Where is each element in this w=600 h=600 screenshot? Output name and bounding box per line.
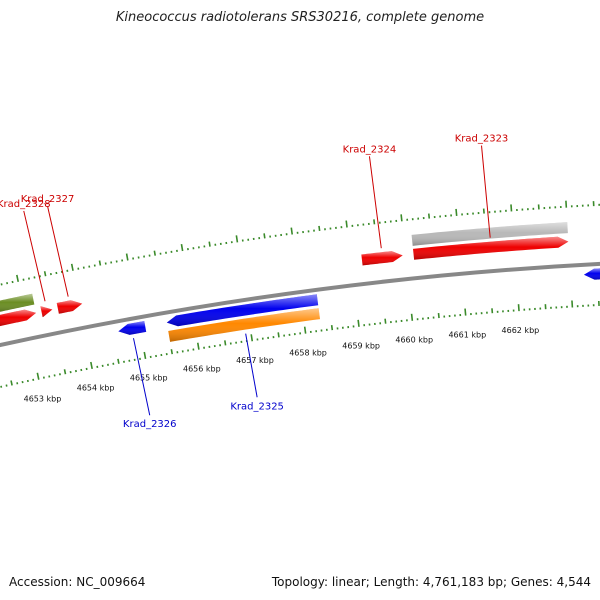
gene-feature[interactable]: [166, 294, 319, 327]
gene-krad-2324[interactable]: [361, 251, 403, 266]
scale-tick-label: 4659 kbp: [342, 342, 380, 351]
scale-tick-label: 4658 kbp: [289, 348, 327, 357]
forward-tick: [400, 214, 403, 222]
scale-tick-label: 4654 kbp: [77, 384, 115, 393]
gene-label: Krad_2327: [21, 194, 75, 205]
forward-tick: [290, 227, 294, 235]
forward-tick: [153, 250, 157, 256]
genome-backbone: [0, 261, 600, 348]
reverse-tick: [117, 358, 120, 364]
reverse-tick: [330, 325, 334, 331]
map-title: Kineococcus radiotolerans SRS30216, comp…: [115, 10, 485, 25]
scale-tick-label: 4661 kbp: [448, 330, 486, 339]
scale-tick-label: 4656 kbp: [183, 364, 221, 373]
reverse-tick: [90, 361, 93, 370]
forward-tick: [98, 260, 102, 266]
reverse-tick: [517, 304, 520, 312]
gene-feature[interactable]: [0, 309, 37, 327]
scale-tick-label: 4657 kbp: [236, 356, 274, 365]
reverse-tick: [357, 319, 360, 327]
forward-tick: [235, 235, 239, 243]
gene-label: Krad_2328: [0, 199, 51, 210]
forward-tick: [208, 241, 211, 247]
forward-tick: [510, 204, 513, 212]
reverse-tick: [36, 372, 40, 380]
forward-tick: [70, 263, 74, 271]
gene-feature[interactable]: [583, 268, 600, 280]
gene-krad-2325[interactable]: [168, 308, 321, 342]
reverse-strand-ruler: [0, 300, 600, 388]
scale-tick-label: 4653 kbp: [24, 394, 62, 403]
reverse-tick: [224, 340, 227, 346]
reverse-tick: [10, 380, 13, 386]
reverse-tick: [143, 351, 147, 360]
forward-strand-ruler: [0, 200, 600, 286]
forward-tick: [373, 219, 376, 225]
gene-label: Krad_2323: [455, 134, 509, 145]
reverse-tick: [196, 342, 200, 350]
forward-tick: [16, 274, 20, 282]
reverse-tick: [63, 369, 67, 375]
scale-tick-label: 4662 kbp: [502, 326, 540, 335]
reverse-tick: [277, 332, 280, 338]
scale-tick-label: 4660 kbp: [395, 336, 433, 345]
reverse-tick: [170, 349, 174, 355]
reverse-tick: [464, 308, 467, 316]
gene-krad-2326[interactable]: [118, 320, 147, 335]
forward-tick: [180, 243, 184, 252]
gene-krad-2323[interactable]: [413, 236, 569, 260]
reverse-tick: [384, 318, 387, 324]
reverse-tick: [410, 313, 414, 321]
accession-text: Accession: NC_009664: [9, 575, 146, 589]
scale-labels: 4653 kbp 4654 kbp 4655 kbp 4656 kbp 4657 kbp…: [24, 326, 540, 403]
gene-label: Krad_2326: [123, 419, 177, 430]
forward-tick: [43, 271, 47, 277]
forward-tick: [345, 220, 348, 228]
feature-track[interactable]: [0, 222, 600, 342]
gene-label: Krad_2324: [343, 144, 397, 155]
gene-krad-2328[interactable]: [40, 306, 53, 318]
forward-tick: [263, 233, 266, 239]
reverse-tick: [303, 326, 307, 334]
forward-tick: [455, 208, 458, 217]
gene-label: Krad_2325: [230, 401, 284, 412]
forward-tick: [125, 253, 129, 261]
reverse-tick: [250, 334, 254, 342]
topology-text: Topology: linear; Length: 4,761,183 bp; …: [271, 575, 591, 589]
scale-tick-label: 4655 kbp: [130, 374, 168, 383]
gene-feature[interactable]: [0, 293, 35, 313]
forward-tick: [318, 225, 321, 232]
gene-krad-2327[interactable]: [56, 300, 83, 314]
